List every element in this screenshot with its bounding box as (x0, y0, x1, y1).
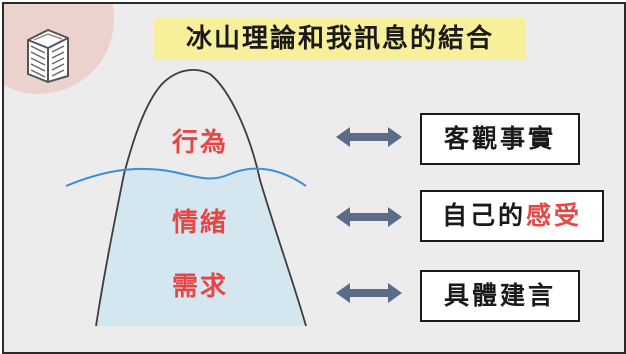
double-arrow-icon (336, 283, 402, 303)
mapping-text-prefix: 自己的 (441, 201, 526, 230)
mapping-text-highlight: 感受 (526, 201, 583, 230)
iceberg-underwater-fill (96, 169, 306, 326)
page-title: 冰山理論和我訊息的結合 (154, 18, 526, 60)
water-line (65, 167, 307, 187)
iceberg-label-behavior: 行為 (172, 128, 229, 158)
mapping-box-specific-suggestions: 具體建言 (420, 270, 580, 322)
mapping-text: 具體建言 (443, 281, 556, 310)
mapping-box-objective-facts: 客觀事實 (420, 113, 580, 165)
cube-sketch-icon (27, 28, 69, 84)
double-arrow-icon (336, 127, 402, 147)
iceberg-diagram (65, 69, 307, 327)
mapping-box-own-feelings: 自己的感受 (420, 190, 604, 242)
mapping-text: 客觀事實 (443, 124, 556, 153)
iceberg-outline (95, 69, 307, 327)
iceberg-label-emotion: 情緒 (172, 208, 229, 238)
double-arrow-icon (336, 207, 402, 227)
iceberg-label-need: 需求 (172, 272, 229, 302)
